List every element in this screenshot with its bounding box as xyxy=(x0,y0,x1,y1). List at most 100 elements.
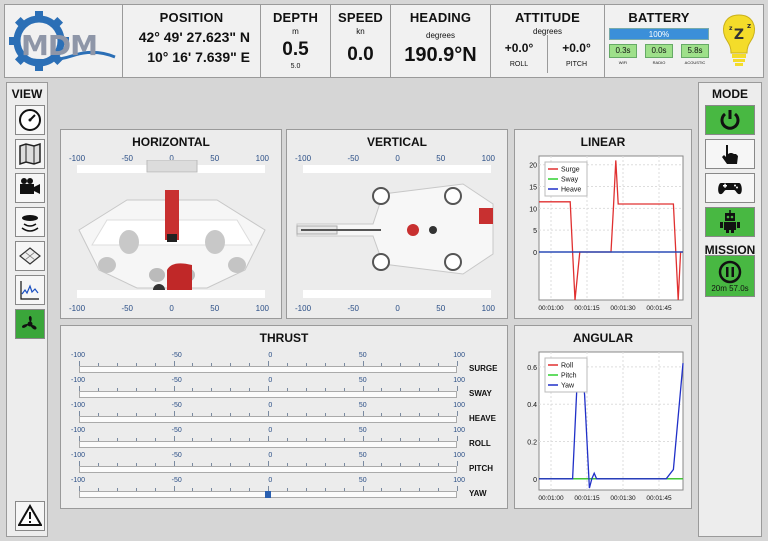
vertical-top-scale: -100 -50 0 50 100 xyxy=(295,154,495,163)
scale-tick xyxy=(419,438,421,441)
tick-label: -50 xyxy=(171,452,182,459)
radio-label: RADIO xyxy=(652,60,666,65)
tick-label: -100 xyxy=(295,304,312,313)
tick-label: 50 xyxy=(436,154,446,163)
tick-label: -100 xyxy=(69,304,86,313)
scale-tick xyxy=(249,463,251,466)
tick-label: 100 xyxy=(453,352,465,359)
attitude-cell: ATTITUDE degrees +0.0° ROLL +0.0° PITCH xyxy=(491,5,605,77)
scale-tick xyxy=(457,411,458,416)
scale-tick xyxy=(381,438,383,441)
scale-tick xyxy=(192,388,194,391)
scale-tick xyxy=(154,463,156,466)
vertical-bottom-scale: -100 -50 0 50 100 xyxy=(295,304,495,313)
scale-tick xyxy=(419,388,421,391)
longitude-value: 10° 16' 7.639" E xyxy=(147,49,250,65)
scale-tick xyxy=(79,361,80,366)
map-view-button[interactable] xyxy=(15,139,45,169)
thrust-label-sway: SWAY xyxy=(469,389,492,398)
mdm-logo: MDM xyxy=(5,5,123,77)
legend-label: Roll xyxy=(561,363,574,370)
y-tick-label: 0 xyxy=(533,477,537,484)
scale-tick xyxy=(324,413,326,416)
rov-side-view-icon xyxy=(296,183,494,275)
thruster-view-button[interactable] xyxy=(15,309,45,339)
tick-label: 50 xyxy=(358,377,367,384)
scale-tick xyxy=(362,436,364,441)
scale-tick xyxy=(268,411,269,416)
svg-text:z: z xyxy=(729,25,733,32)
battery-title: BATTERY xyxy=(628,10,690,25)
sonar-view-button[interactable] xyxy=(15,207,45,237)
tick-label: 100 xyxy=(255,154,269,163)
scale-tick xyxy=(381,463,383,466)
alert-button[interactable] xyxy=(15,501,45,531)
tick-label: 50 xyxy=(358,402,367,409)
auto-mode-button[interactable] xyxy=(705,207,755,237)
joystick-mode-button[interactable] xyxy=(705,173,755,203)
pitch-label: PITCH xyxy=(566,61,587,68)
y-tick-label: 10 xyxy=(529,206,537,213)
depth-title: DEPTH xyxy=(272,10,319,25)
video-camera-icon xyxy=(20,178,40,194)
scale-tick xyxy=(305,438,307,441)
thrust-panel: THRUST -100 -50 0 50 100 SURGE -100 -50 0 50 100 SW… xyxy=(60,325,508,509)
legend-label: Pitch xyxy=(561,373,577,380)
x-tick-label: 00:01:45 xyxy=(646,305,672,312)
hand-touch-icon xyxy=(722,145,738,164)
speed-unit: kn xyxy=(356,27,365,36)
speed-title: SPEED xyxy=(337,10,384,25)
robot-icon xyxy=(720,210,740,233)
scale-tick xyxy=(97,438,99,441)
power-button[interactable] xyxy=(705,105,755,135)
scale-tick xyxy=(230,363,232,366)
manual-mode-button[interactable] xyxy=(705,139,755,169)
grid-plane-icon xyxy=(19,247,41,265)
grid-view-button[interactable] xyxy=(15,241,45,271)
line-chart-icon xyxy=(20,281,39,300)
horizontal-title: HORIZONTAL xyxy=(132,135,210,149)
vertical-top-ruler xyxy=(303,165,491,173)
tick-label: 100 xyxy=(453,452,465,459)
tick-label: 50 xyxy=(210,304,220,313)
position-title: POSITION xyxy=(159,10,224,25)
acoustic-label: ACOUSTIC xyxy=(684,60,706,65)
scale-tick xyxy=(249,363,251,366)
scale-tick xyxy=(211,488,213,491)
tick-label: 50 xyxy=(436,304,446,313)
plot-view-button[interactable] xyxy=(15,275,45,305)
heading-cell: HEADING degrees 190.9°N xyxy=(391,5,491,77)
tick-label: -50 xyxy=(121,154,133,163)
attitude-unit: degrees xyxy=(533,27,562,36)
tick-label: -50 xyxy=(171,427,182,434)
scale-tick xyxy=(135,388,137,391)
view-title: VIEW xyxy=(11,87,43,101)
linear-chart: 0 5 10 15 20 00:01:00 00:01:15 00:01:30 00:01:45… xyxy=(529,155,684,312)
sleep-bulb-icon[interactable]: Z z z xyxy=(715,9,763,73)
scale-tick xyxy=(230,438,232,441)
thrust-scale: -100 -50 0 50 100 xyxy=(71,377,465,384)
scale-tick xyxy=(211,438,213,441)
thrust-label-heave: HEAVE xyxy=(469,414,496,423)
scale-tick xyxy=(249,488,251,491)
battery-cell: BATTERY 100% 0.3s 0.0s 5.8s WIFI RADIO A… xyxy=(605,5,713,77)
scale-tick xyxy=(286,488,288,491)
scale-tick xyxy=(305,413,307,416)
scale-tick xyxy=(135,438,137,441)
acoustic-latency: 5.8s xyxy=(681,44,709,58)
mission-pause-button[interactable]: 20m 57.0s xyxy=(705,255,755,297)
status-bar: MDM POSITION 42° 49' 27.623" N 10° 16' 7… xyxy=(4,4,764,78)
thrust-bar-heave xyxy=(79,416,457,423)
y-tick-label: 5 xyxy=(533,228,537,235)
scale-tick xyxy=(97,463,99,466)
tick-label: 50 xyxy=(358,477,367,484)
scale-tick xyxy=(154,388,156,391)
depth-value: 0.5 xyxy=(282,39,309,60)
scale-tick xyxy=(343,488,345,491)
scale-tick xyxy=(154,438,156,441)
thrust-bar-roll xyxy=(79,441,457,448)
tick-label: -50 xyxy=(347,304,359,313)
camera-view-button[interactable] xyxy=(15,173,45,203)
scale-tick xyxy=(268,461,269,466)
gauge-view-button[interactable] xyxy=(15,105,45,135)
